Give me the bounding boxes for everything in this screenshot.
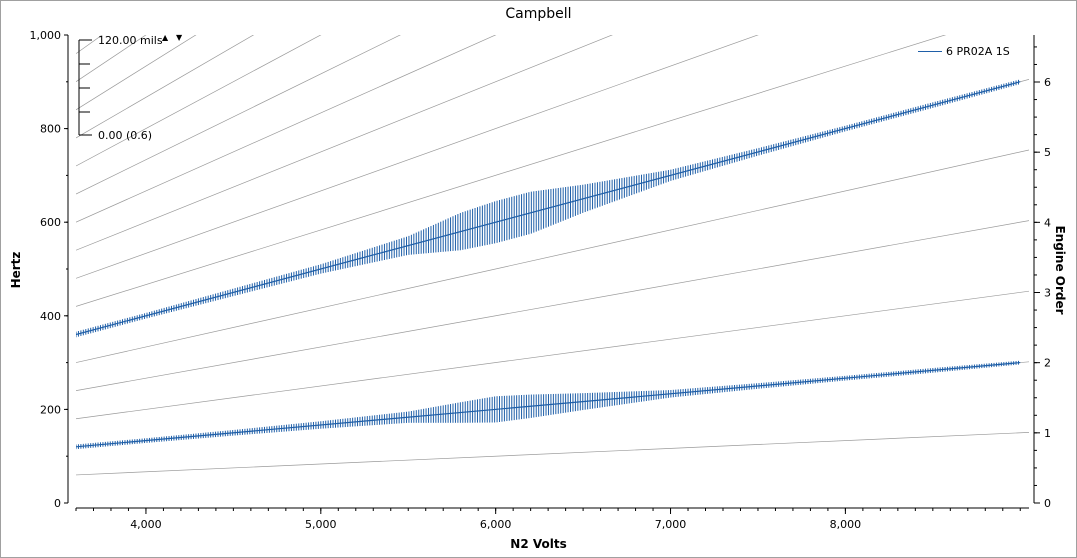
y2-tick-label: 2 — [1044, 357, 1051, 370]
order-line — [76, 35, 147, 83]
amplitude-scale-bar — [78, 39, 92, 136]
order-line — [76, 35, 255, 139]
x-tick-label: 6,000 — [480, 518, 512, 531]
y-tick-label: 800 — [40, 123, 61, 136]
order-line — [76, 0, 1029, 26]
series-layer — [76, 79, 1021, 450]
x-tick-label: 4,000 — [130, 518, 162, 531]
scale-min-label: 0.00 (0.6) — [98, 129, 153, 142]
y2-tick-label: 6 — [1044, 76, 1051, 89]
series-band — [76, 360, 1021, 450]
y-axis-label: Hertz — [9, 251, 23, 289]
engine-order-lines — [76, 0, 1029, 476]
legend-entry: 6 PR02A 1S — [946, 45, 1010, 58]
order-line — [76, 149, 1029, 363]
y2-tick-label: 5 — [1044, 146, 1051, 159]
y-tick-label: 200 — [40, 403, 61, 416]
x-axis-label: N2 Volts — [510, 537, 567, 551]
y2-tick-label: 1 — [1044, 427, 1051, 440]
chart-title: Campbell — [505, 6, 572, 22]
series-band — [76, 79, 1021, 338]
scale-max-label: 120.00 mils — [98, 34, 163, 47]
x-tick-label: 7,000 — [655, 518, 687, 531]
order-line — [76, 35, 947, 307]
order-line — [76, 432, 1029, 476]
y-tick-label: 400 — [40, 310, 61, 323]
axes-layer: 0 200 400 600 800 1,000 4,000 5,000 6,000 7,000 8,… — [30, 29, 1052, 531]
scale-down-arrow-icon[interactable]: ▼ — [176, 33, 183, 42]
y2-tick-label: 4 — [1044, 216, 1051, 229]
scale-up-arrow-icon[interactable]: ▲ — [162, 33, 169, 42]
y2-tick-label: 3 — [1044, 287, 1051, 300]
order-line — [76, 220, 1029, 392]
order-line — [76, 35, 103, 54]
order-line — [76, 35, 759, 279]
x-tick-label: 8,000 — [830, 518, 862, 531]
order-line — [76, 35, 322, 167]
chart-legend: 6 PR02A 1S — [918, 45, 1010, 58]
order-line — [76, 35, 497, 223]
y2-tick-label: 0 — [1044, 497, 1051, 510]
y-tick-label: 0 — [54, 497, 61, 510]
order-line — [76, 35, 401, 195]
y-tick-label: 1,000 — [30, 29, 62, 42]
legend-swatch — [918, 51, 942, 52]
y2-axis-label: Engine Order — [1053, 225, 1067, 315]
amplitude-scale: 120.00 mils ▲ ▼ 0.00 (0.6) — [76, 33, 196, 144]
order-line — [76, 290, 1029, 420]
x-tick-label: 5,000 — [305, 518, 337, 531]
order-line — [76, 35, 613, 251]
y-tick-label: 600 — [40, 216, 61, 229]
